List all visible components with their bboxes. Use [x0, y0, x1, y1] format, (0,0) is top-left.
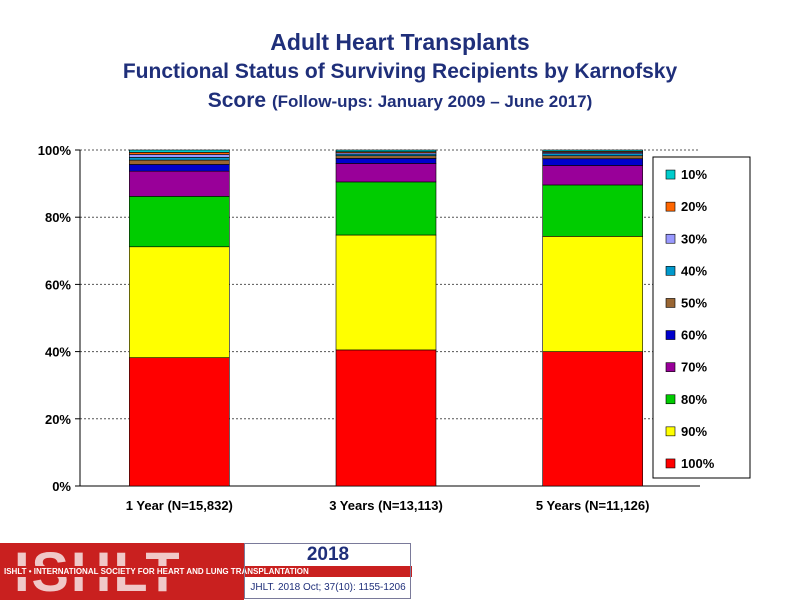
- bar-segment: [542, 184, 643, 237]
- bar-segment: [129, 246, 230, 358]
- legend-label: 80%: [681, 392, 707, 407]
- bar-segment: [335, 149, 437, 152]
- y-tick-label: 60%: [45, 277, 71, 292]
- bar-segment: [335, 163, 437, 183]
- legend-swatch: [665, 458, 676, 469]
- bar-segment: [335, 181, 437, 236]
- stacked-bar-chart: 0% 20% 40% 60% 80% 100% 1 Year (N=15,832) 3 Yea…: [38, 143, 751, 513]
- bar-segment: [542, 153, 643, 157]
- y-tick-label: 80%: [45, 210, 71, 225]
- y-tick-label: 20%: [45, 412, 71, 427]
- ishlt-band: [0, 566, 412, 577]
- title-line-3-main: Score: [207, 89, 267, 112]
- legend-swatch: [665, 426, 676, 437]
- legend-label: 90%: [681, 424, 707, 439]
- bar-segment: [129, 149, 230, 153]
- legend-swatch: [665, 330, 676, 340]
- bar-segment: [542, 236, 643, 352]
- bar-segment: [129, 164, 230, 172]
- x-tick-label: 5 Years (N=11,126): [536, 498, 650, 513]
- legend-label: 100%: [681, 456, 715, 471]
- footer-year: 2018: [244, 543, 412, 566]
- ishlt-band-text: ISHLT • INTERNATIONAL SOCIETY FOR HEART …: [4, 567, 309, 576]
- bar-segment: [129, 196, 230, 248]
- bar-segment: [129, 154, 230, 158]
- chart-title: Adult Heart Transplants Functional Statu…: [0, 28, 800, 116]
- legend-swatch: [665, 362, 676, 372]
- bar-segment: [542, 165, 643, 186]
- legend-swatch: [665, 266, 676, 276]
- x-tick-label: 3 Years (N=13,113): [329, 498, 443, 513]
- legend-swatch: [665, 169, 676, 180]
- bar-segment: [542, 158, 643, 166]
- legend-swatch: [665, 298, 676, 308]
- bar-segment: [335, 158, 437, 164]
- legend-swatch: [665, 394, 676, 405]
- bar-segment: [335, 234, 437, 351]
- legend-label: 10%: [681, 167, 707, 182]
- bar-segment: [129, 159, 230, 165]
- bar-segment: [335, 349, 437, 487]
- y-tick-label: 100%: [38, 143, 72, 158]
- legend-label: 70%: [681, 360, 707, 375]
- legend-label: 60%: [681, 328, 707, 343]
- y-tick-label: 0%: [52, 479, 71, 494]
- bar-segment: [542, 351, 643, 487]
- bar-segment: [129, 152, 230, 155]
- title-line-3: Score (Follow-ups: January 2009 – June 2…: [0, 86, 800, 116]
- title-line-1: Adult Heart Transplants: [270, 29, 530, 55]
- legend-label: 30%: [681, 231, 707, 246]
- legend-label: 50%: [681, 295, 707, 310]
- title-line-2: Functional Status of Surviving Recipient…: [122, 60, 678, 83]
- title-line-3-subtitle: (Follow-ups: January 2009 – June 2017): [271, 92, 593, 111]
- x-tick-label: 1 Year (N=15,832): [126, 498, 233, 513]
- footer-citation: JHLT. 2018 Oct; 37(10): 1155-1206: [244, 579, 412, 597]
- legend-label: 40%: [681, 263, 707, 278]
- bar-segment: [335, 155, 437, 159]
- legend-swatch: [665, 233, 676, 244]
- bar-segment: [542, 149, 643, 152]
- bar-segment: [129, 170, 230, 197]
- legend-label: 20%: [681, 199, 707, 214]
- bar-segment: [542, 155, 643, 160]
- bar-segment: [129, 157, 230, 161]
- legend-swatch: [665, 201, 676, 212]
- y-tick-label: 40%: [45, 345, 71, 360]
- bar-segment: [129, 357, 230, 487]
- ishlt-footer: ISHLT ISHLT • INTERNATIONAL SOCIETY FOR …: [0, 543, 412, 600]
